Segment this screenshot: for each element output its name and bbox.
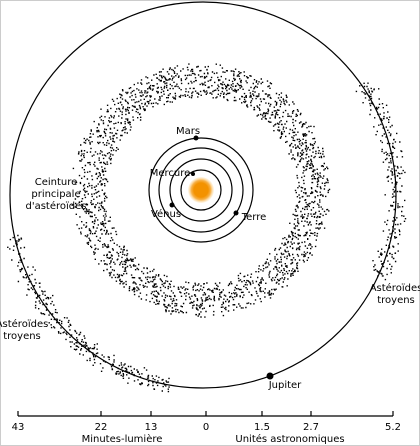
asteroids <box>7 63 407 393</box>
earth-label: Terre <box>241 212 267 223</box>
mercury-dot <box>191 172 195 176</box>
scale-tick-label: 0 <box>203 422 209 433</box>
scale-tick-label: 43 <box>12 422 25 433</box>
mercury-orbit <box>180 169 222 211</box>
asteroid-dots <box>7 63 407 393</box>
mars-dot <box>193 135 199 141</box>
scale: 43 22 13 0 1.5 2.7 5.2 <box>12 411 401 433</box>
sun <box>188 177 214 203</box>
mars-label: Mars <box>176 126 200 137</box>
earth-orbit <box>158 147 244 233</box>
jupiter-label: Jupiter <box>268 380 302 391</box>
scale-tick-label: 13 <box>145 422 158 433</box>
main-belt-label: principale <box>31 189 80 200</box>
scale-tick-label: 22 <box>95 422 108 433</box>
trojans-right-label: Astéroïdes <box>370 282 420 294</box>
venus-orbit <box>169 158 233 222</box>
mars-orbit <box>148 137 254 243</box>
scale-tick-label: 2.7 <box>303 422 319 433</box>
jupiter-orbit <box>9 1 397 389</box>
main-belt-label: Ceinture <box>35 177 78 188</box>
scale-tick-label: 1.5 <box>254 422 270 433</box>
venus-dot <box>169 202 175 208</box>
earth-dot <box>233 210 239 216</box>
trojans-left-label: Astéroïdes <box>0 318 48 330</box>
mercury-label: Mercure <box>150 168 191 179</box>
trojans-right-label: troyens <box>377 295 415 306</box>
scale-title-left: Minutes-lumière <box>82 433 163 445</box>
trojans-left-label: troyens <box>3 331 41 342</box>
venus-label: Vénus <box>151 208 181 220</box>
scale-tick-label: 5.2 <box>385 422 401 433</box>
main-belt-label: d'astéroïdes <box>25 200 86 212</box>
scale-title-right: Unités astronomiques <box>235 433 344 445</box>
jupiter-dot <box>266 372 274 380</box>
